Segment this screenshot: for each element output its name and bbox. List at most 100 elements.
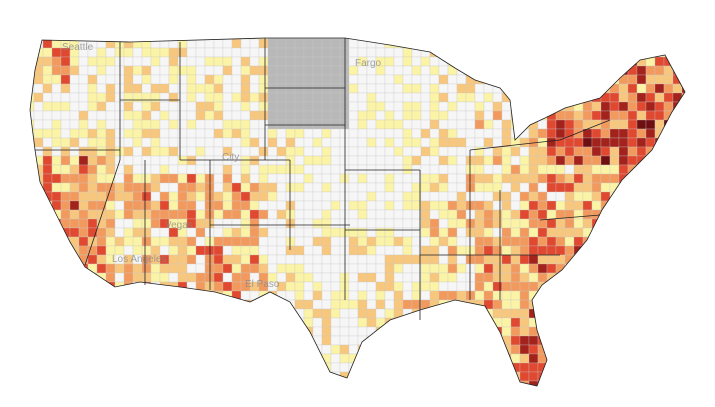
county bbox=[195, 353, 206, 364]
county bbox=[384, 209, 395, 220]
county bbox=[546, 74, 557, 85]
county bbox=[591, 281, 602, 292]
county bbox=[168, 191, 179, 202]
county bbox=[30, 245, 35, 256]
county bbox=[466, 390, 475, 399]
county bbox=[204, 137, 215, 148]
county bbox=[231, 380, 242, 386]
county bbox=[465, 38, 476, 49]
county bbox=[654, 290, 665, 301]
county bbox=[123, 38, 134, 40]
county bbox=[267, 371, 278, 382]
county bbox=[339, 56, 350, 67]
county bbox=[393, 371, 404, 382]
county bbox=[420, 209, 431, 220]
county bbox=[573, 191, 584, 202]
county bbox=[357, 146, 368, 157]
county bbox=[78, 290, 89, 301]
county bbox=[402, 245, 413, 256]
county bbox=[141, 74, 152, 85]
county bbox=[582, 344, 593, 355]
county bbox=[285, 128, 296, 139]
county bbox=[213, 92, 224, 103]
county bbox=[276, 173, 287, 184]
county bbox=[231, 335, 242, 346]
county bbox=[222, 380, 233, 386]
county bbox=[222, 56, 233, 67]
county bbox=[204, 344, 215, 355]
county bbox=[30, 362, 35, 373]
county bbox=[30, 65, 35, 76]
county bbox=[366, 83, 377, 94]
county bbox=[681, 290, 685, 301]
county bbox=[159, 38, 170, 40]
county bbox=[168, 65, 179, 76]
county bbox=[501, 326, 512, 337]
county bbox=[645, 200, 656, 211]
county bbox=[600, 146, 611, 157]
county bbox=[366, 245, 377, 256]
county bbox=[69, 326, 80, 337]
county bbox=[438, 173, 449, 184]
county bbox=[492, 245, 503, 256]
county bbox=[186, 353, 197, 364]
county bbox=[105, 47, 116, 58]
county bbox=[285, 182, 296, 193]
county bbox=[429, 371, 440, 382]
county bbox=[186, 191, 197, 202]
county bbox=[645, 290, 656, 301]
county bbox=[51, 119, 62, 130]
county bbox=[555, 290, 566, 301]
county bbox=[42, 263, 53, 274]
county bbox=[204, 209, 215, 220]
county bbox=[492, 200, 503, 211]
county bbox=[141, 353, 152, 364]
county bbox=[420, 155, 431, 166]
county bbox=[87, 92, 98, 103]
county bbox=[609, 173, 620, 184]
county bbox=[574, 390, 583, 399]
county bbox=[303, 236, 314, 247]
county bbox=[609, 128, 620, 139]
county bbox=[285, 191, 296, 202]
county bbox=[132, 335, 143, 346]
county bbox=[204, 335, 215, 346]
county bbox=[222, 218, 233, 229]
county bbox=[681, 38, 685, 49]
county bbox=[663, 92, 674, 103]
county bbox=[258, 128, 269, 139]
county bbox=[393, 173, 404, 184]
county bbox=[195, 236, 206, 247]
county bbox=[42, 119, 53, 130]
county bbox=[465, 353, 476, 364]
county bbox=[330, 353, 341, 364]
county bbox=[474, 281, 485, 292]
county bbox=[231, 56, 242, 67]
county bbox=[573, 74, 584, 85]
county bbox=[510, 299, 521, 310]
county bbox=[240, 65, 251, 76]
county bbox=[627, 317, 638, 328]
county bbox=[573, 209, 584, 220]
county bbox=[564, 353, 575, 364]
county bbox=[411, 344, 422, 355]
county bbox=[492, 38, 503, 49]
county bbox=[294, 182, 305, 193]
county bbox=[231, 209, 242, 220]
county bbox=[312, 155, 323, 166]
county bbox=[582, 182, 593, 193]
county bbox=[348, 209, 359, 220]
county bbox=[510, 47, 521, 58]
county bbox=[96, 317, 107, 328]
county bbox=[231, 182, 242, 193]
county bbox=[114, 191, 125, 202]
county bbox=[267, 128, 278, 139]
county bbox=[348, 38, 359, 49]
county bbox=[429, 92, 440, 103]
county bbox=[429, 299, 440, 310]
county bbox=[339, 236, 350, 247]
county bbox=[123, 236, 134, 247]
county bbox=[159, 263, 170, 274]
county bbox=[384, 38, 395, 49]
county bbox=[258, 65, 269, 76]
